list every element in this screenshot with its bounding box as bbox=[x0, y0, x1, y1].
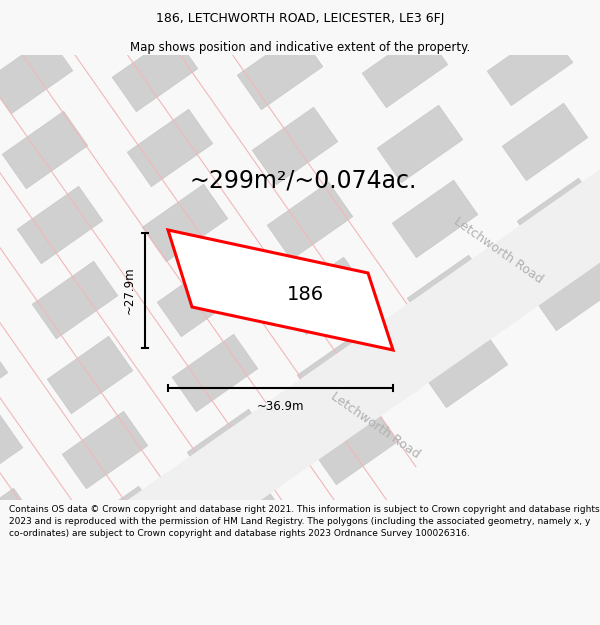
Polygon shape bbox=[62, 411, 148, 489]
Text: 186, LETCHWORTH ROAD, LEICESTER, LE3 6FJ: 186, LETCHWORTH ROAD, LEICESTER, LE3 6FJ bbox=[156, 12, 444, 25]
Polygon shape bbox=[407, 255, 493, 332]
Text: 186: 186 bbox=[287, 286, 324, 304]
Polygon shape bbox=[297, 332, 383, 409]
Polygon shape bbox=[347, 0, 433, 32]
Polygon shape bbox=[0, 488, 38, 566]
Polygon shape bbox=[0, 413, 23, 491]
Text: Letchworth Road: Letchworth Road bbox=[328, 389, 422, 461]
Polygon shape bbox=[392, 180, 478, 258]
Polygon shape bbox=[112, 34, 198, 112]
Polygon shape bbox=[252, 107, 338, 184]
Polygon shape bbox=[0, 120, 600, 625]
Polygon shape bbox=[502, 103, 588, 181]
Polygon shape bbox=[532, 253, 600, 331]
Polygon shape bbox=[157, 259, 243, 337]
Polygon shape bbox=[362, 30, 448, 107]
Polygon shape bbox=[168, 230, 393, 350]
Polygon shape bbox=[33, 50, 600, 620]
Polygon shape bbox=[17, 186, 103, 264]
Polygon shape bbox=[597, 0, 600, 29]
Polygon shape bbox=[77, 486, 163, 564]
Polygon shape bbox=[202, 484, 288, 562]
Polygon shape bbox=[0, 338, 8, 416]
Polygon shape bbox=[127, 109, 213, 187]
Text: Map shows position and indicative extent of the property.: Map shows position and indicative extent… bbox=[130, 41, 470, 54]
Text: ~299m²/~0.074ac.: ~299m²/~0.074ac. bbox=[190, 168, 418, 192]
Polygon shape bbox=[142, 184, 228, 262]
Text: ~27.9m: ~27.9m bbox=[123, 267, 136, 314]
Polygon shape bbox=[0, 563, 53, 625]
Polygon shape bbox=[377, 105, 463, 182]
Text: Contains OS data © Crown copyright and database right 2021. This information is : Contains OS data © Crown copyright and d… bbox=[9, 506, 599, 538]
Polygon shape bbox=[47, 336, 133, 414]
Polygon shape bbox=[517, 178, 600, 256]
Polygon shape bbox=[282, 258, 368, 334]
Text: Letchworth Road: Letchworth Road bbox=[451, 214, 545, 286]
Polygon shape bbox=[92, 561, 178, 625]
Polygon shape bbox=[2, 111, 88, 189]
Polygon shape bbox=[422, 330, 508, 408]
Polygon shape bbox=[487, 28, 573, 106]
Polygon shape bbox=[0, 0, 58, 39]
Polygon shape bbox=[0, 36, 73, 114]
Polygon shape bbox=[222, 0, 308, 34]
Polygon shape bbox=[472, 0, 558, 31]
Polygon shape bbox=[312, 408, 398, 484]
Polygon shape bbox=[267, 182, 353, 259]
Text: ~36.9m: ~36.9m bbox=[257, 400, 304, 413]
Polygon shape bbox=[237, 32, 323, 109]
Polygon shape bbox=[32, 261, 118, 339]
Polygon shape bbox=[187, 409, 273, 487]
Polygon shape bbox=[172, 334, 258, 412]
Polygon shape bbox=[97, 0, 183, 37]
